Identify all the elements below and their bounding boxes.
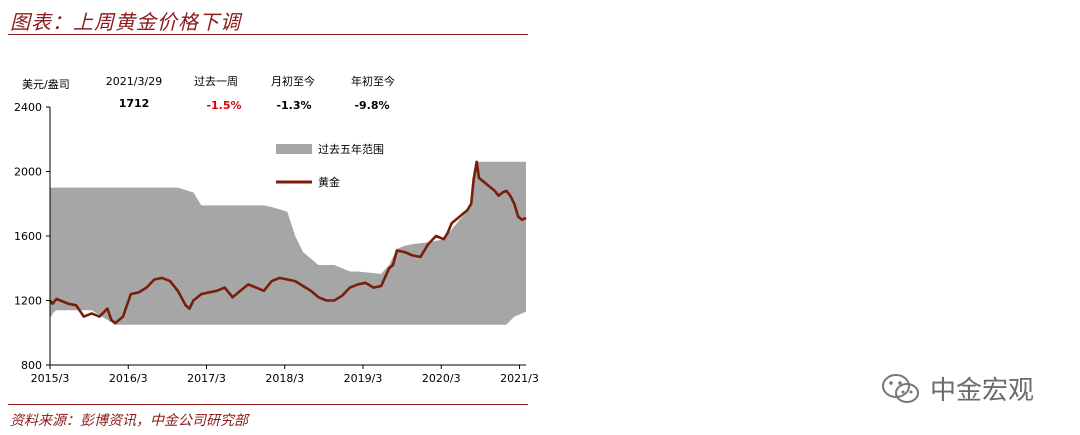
stat-date-label: 2021/3/29 [106,75,162,88]
x-tick-label: 2019/3 [344,372,383,385]
wechat-icon [882,373,919,403]
stat-mtd-value: -1.3% [276,99,311,112]
y-tick-label: 800 [21,359,42,372]
stat-ytd-value: -9.8% [354,99,389,112]
stat-ytd-label: 年初至今 [351,74,395,88]
source-divider [8,404,528,405]
stat-week-value: -1.5% [206,99,241,112]
x-tick-label: 2018/3 [265,372,304,385]
stat-date-value: 1712 [119,97,150,110]
plot-layer [48,160,527,325]
x-tick-label: 2016/3 [109,372,148,385]
chart-title: 图表：上周黄金价格下调 [10,10,241,34]
y-axis-unit-label: 美元/盎司 [22,77,70,91]
source-note: 资料来源：彭博资讯，中金公司研究部 [10,413,248,429]
y-tick-label: 2000 [14,166,42,179]
chart-area: 美元/盎司 2021/3/29 1712 过去一周 -1.5% 月初至今 -1.… [14,74,539,385]
y-tick-label: 1600 [14,230,42,243]
legend-range-swatch [276,144,312,154]
stat-week-label: 过去一周 [194,75,238,88]
y-tick-label: 1200 [14,295,42,308]
legend-gold-label: 黄金 [318,175,340,189]
range-band [50,161,526,325]
y-tick-label: 2400 [14,101,42,114]
x-tick-label: 2017/3 [187,372,226,385]
watermark-text: 中金宏观 [930,376,1035,406]
x-tick-label: 2021/3 [500,372,539,385]
watermark: 中金宏观 [880,370,1034,407]
axes-layer: 800 1200 1600 2000 2400 2015/3 2016/3 2017/3 201… [14,101,539,385]
x-tick-label: 2020/3 [422,372,461,385]
legend-range-label: 过去五年范围 [318,142,384,156]
gold-price-line [48,160,527,325]
stat-mtd-label: 月初至今 [271,74,315,88]
title-divider [8,34,528,35]
x-tick-label: 2015/3 [31,372,70,385]
